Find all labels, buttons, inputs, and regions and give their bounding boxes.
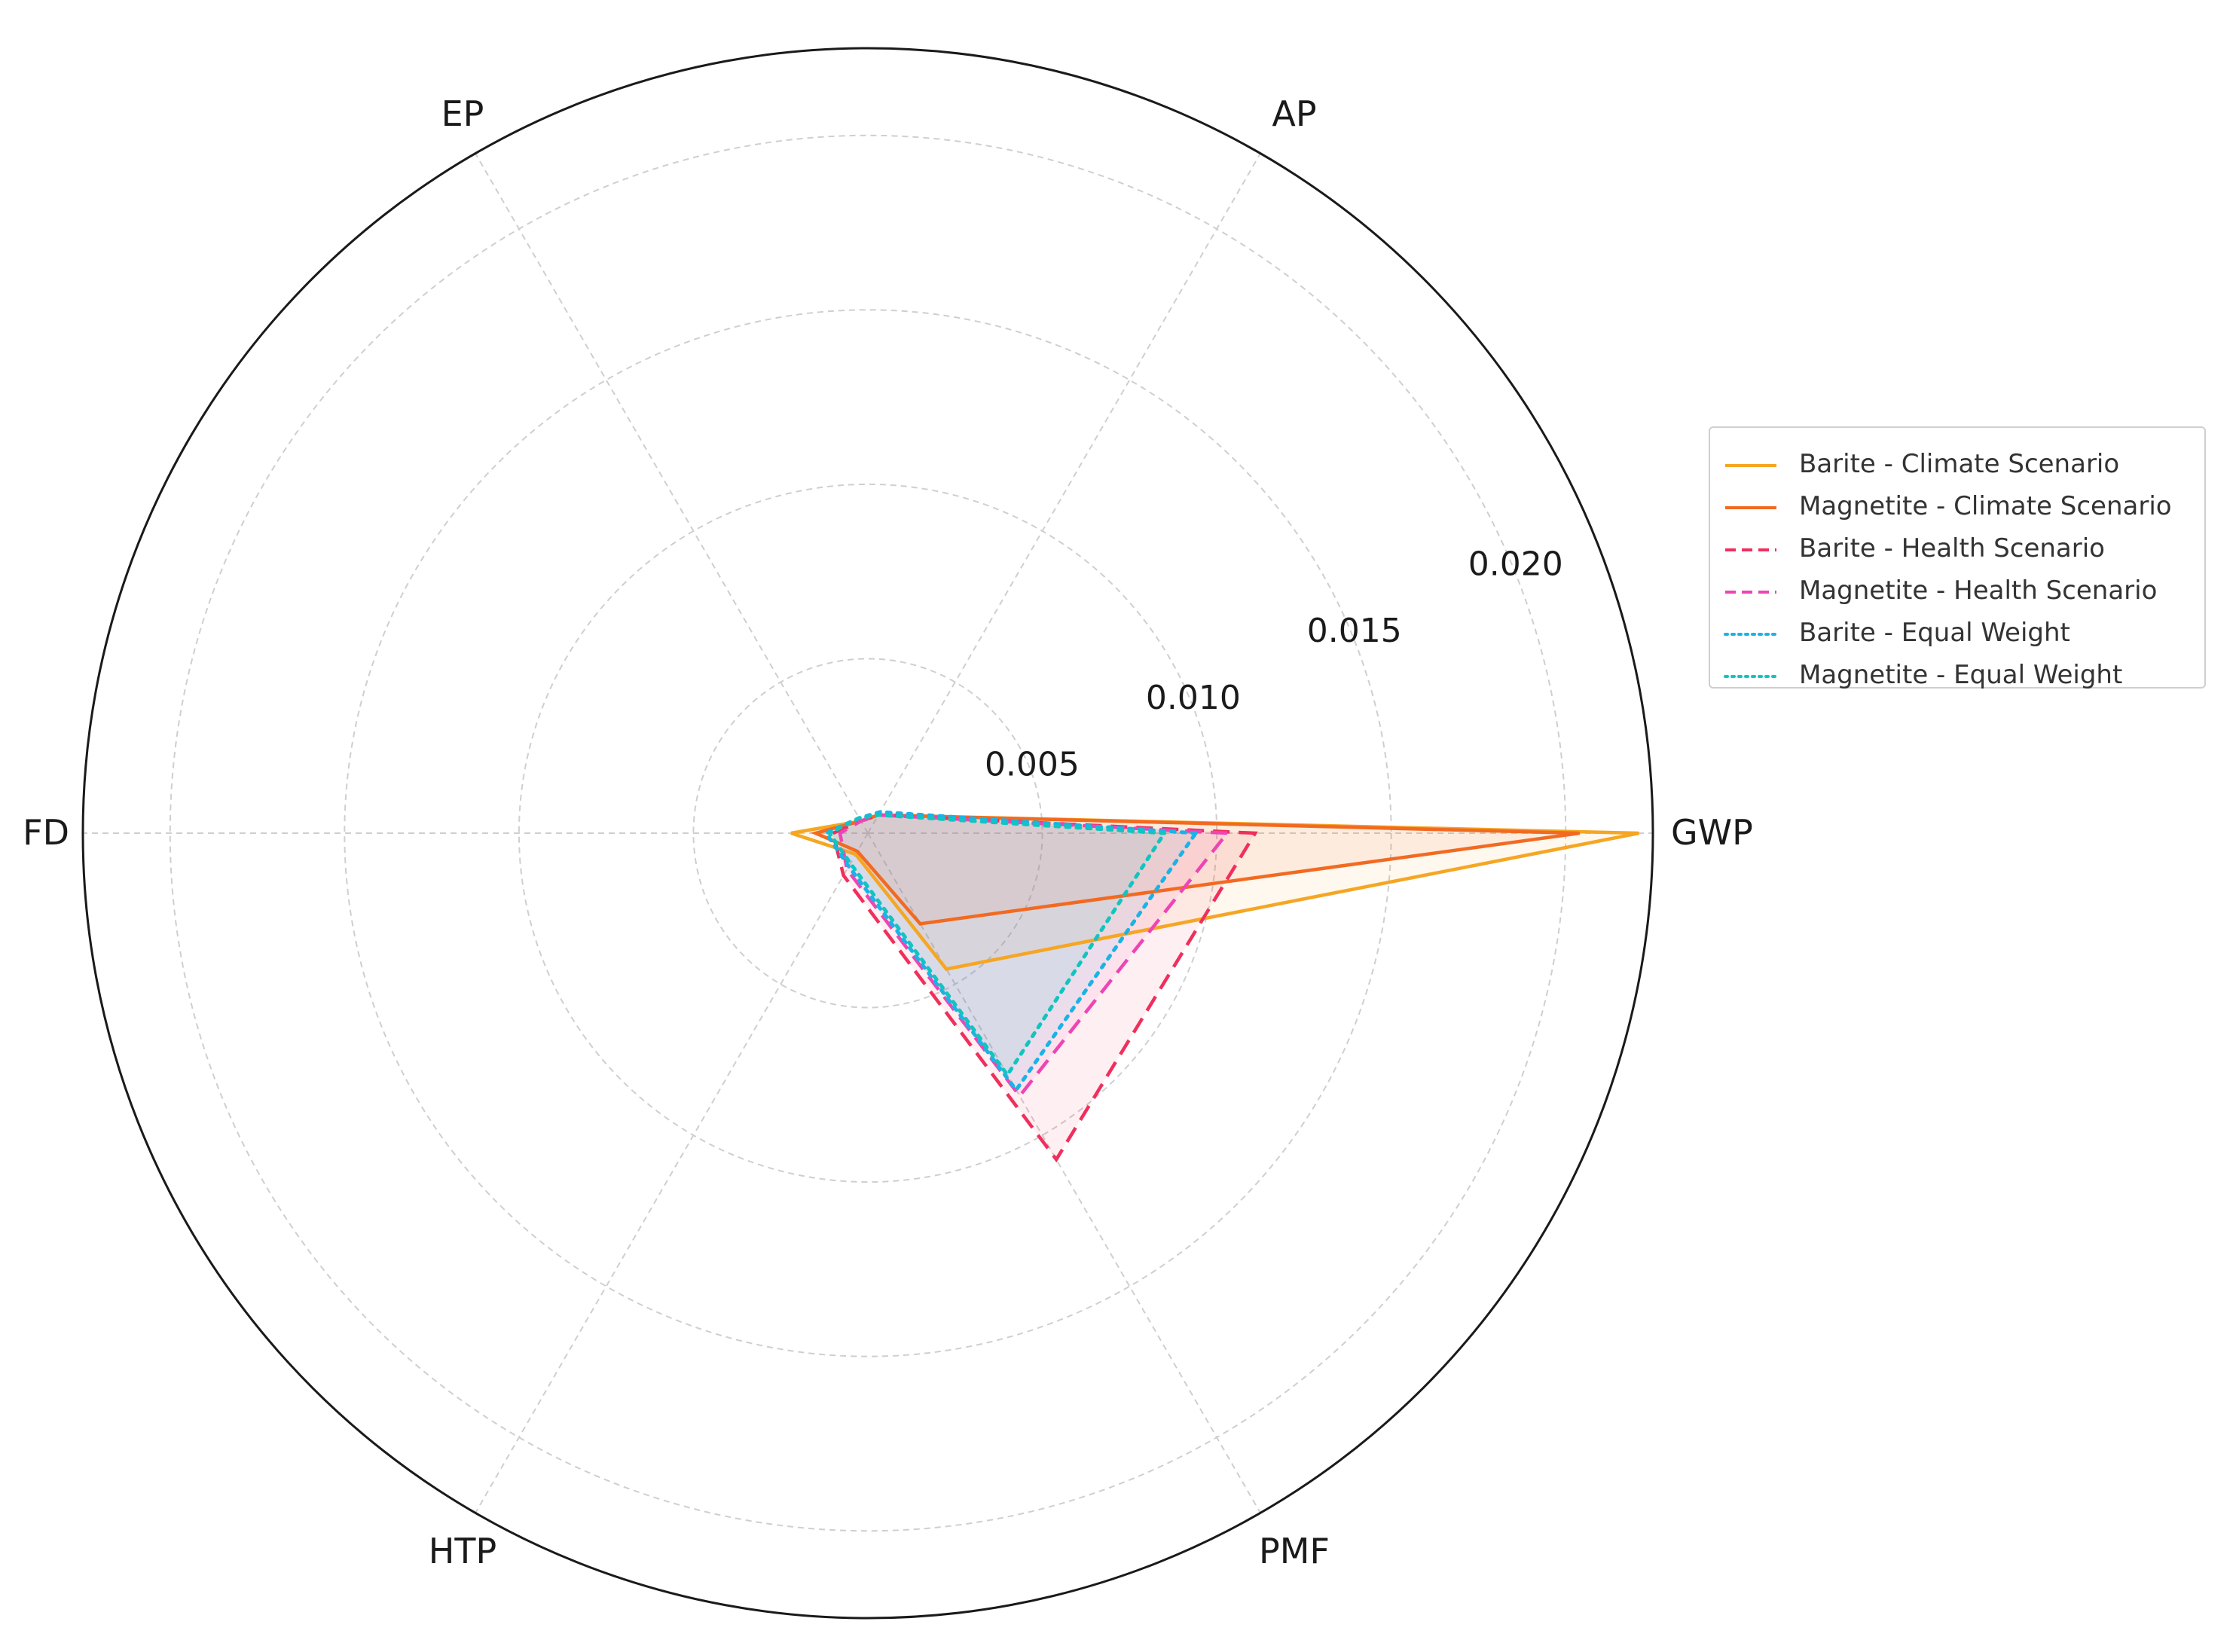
legend-swatch bbox=[1725, 548, 1776, 551]
grid-circle-2 bbox=[344, 309, 1392, 1357]
axis-label-pmf: PMF bbox=[1259, 1531, 1330, 1571]
series-fill-4 bbox=[826, 811, 1196, 1090]
axis-label-htp: HTP bbox=[429, 1531, 496, 1571]
legend-swatch bbox=[1724, 633, 1778, 636]
legend: Barite - Climate Scenario Magnetite - Cli… bbox=[1709, 426, 2206, 690]
legend-label: Magnetite - Equal Weight bbox=[1799, 660, 2123, 690]
radial-tick-label: 0.005 bbox=[985, 745, 1080, 783]
axis-label-fd: FD bbox=[23, 812, 69, 853]
legend-label: Magnetite - Health Scenario bbox=[1799, 576, 2158, 606]
axis-labels: 0.005 0.010 0.015 0.020 GWP AP EP FD HTP PMF bbox=[23, 93, 1753, 1571]
series-fill-5 bbox=[829, 814, 1165, 1075]
outer-circle bbox=[81, 47, 1654, 1620]
axis-label-ap: AP bbox=[1272, 93, 1316, 134]
legend-label: Magnetite - Climate Scenario bbox=[1799, 491, 2172, 521]
legend-swatch bbox=[1724, 675, 1778, 678]
axis-label-ep: EP bbox=[441, 93, 484, 134]
legend-item: Magnetite - Climate Scenario bbox=[1724, 487, 2172, 526]
legend-label: Barite - Climate Scenario bbox=[1799, 449, 2120, 479]
series-fill-2 bbox=[832, 814, 1256, 1160]
legend-item: Barite - Equal Weight bbox=[1724, 613, 2070, 652]
axis-label-gwp: GWP bbox=[1671, 812, 1753, 853]
series-line-5 bbox=[826, 813, 1168, 1079]
radial-tick-label: 0.015 bbox=[1307, 612, 1402, 650]
spoke-ap bbox=[867, 153, 1261, 834]
spoke-ep bbox=[475, 153, 869, 834]
legend-item: Magnetite - Equal Weight bbox=[1724, 655, 2122, 695]
radial-tick-label: 0.010 bbox=[1146, 679, 1241, 717]
legend-item: Magnetite - Health Scenario bbox=[1724, 571, 2157, 610]
legend-swatch bbox=[1725, 464, 1776, 467]
legend-swatch bbox=[1725, 591, 1776, 594]
legend-item: Barite - Health Scenario bbox=[1724, 529, 2105, 568]
series-group bbox=[790, 810, 1639, 1163]
legend-item: Barite - Climate Scenario bbox=[1724, 444, 2119, 484]
legend-label: Barite - Equal Weight bbox=[1799, 618, 2070, 648]
spoke-htp bbox=[475, 832, 869, 1513]
series-line-2 bbox=[831, 813, 1258, 1163]
radial-tick-label: 0.020 bbox=[1468, 545, 1563, 584]
spoke-pmf bbox=[867, 832, 1261, 1513]
legend-label: Barite - Health Scenario bbox=[1799, 533, 2105, 563]
legend-swatch bbox=[1725, 506, 1776, 509]
series-line-4 bbox=[823, 810, 1199, 1094]
